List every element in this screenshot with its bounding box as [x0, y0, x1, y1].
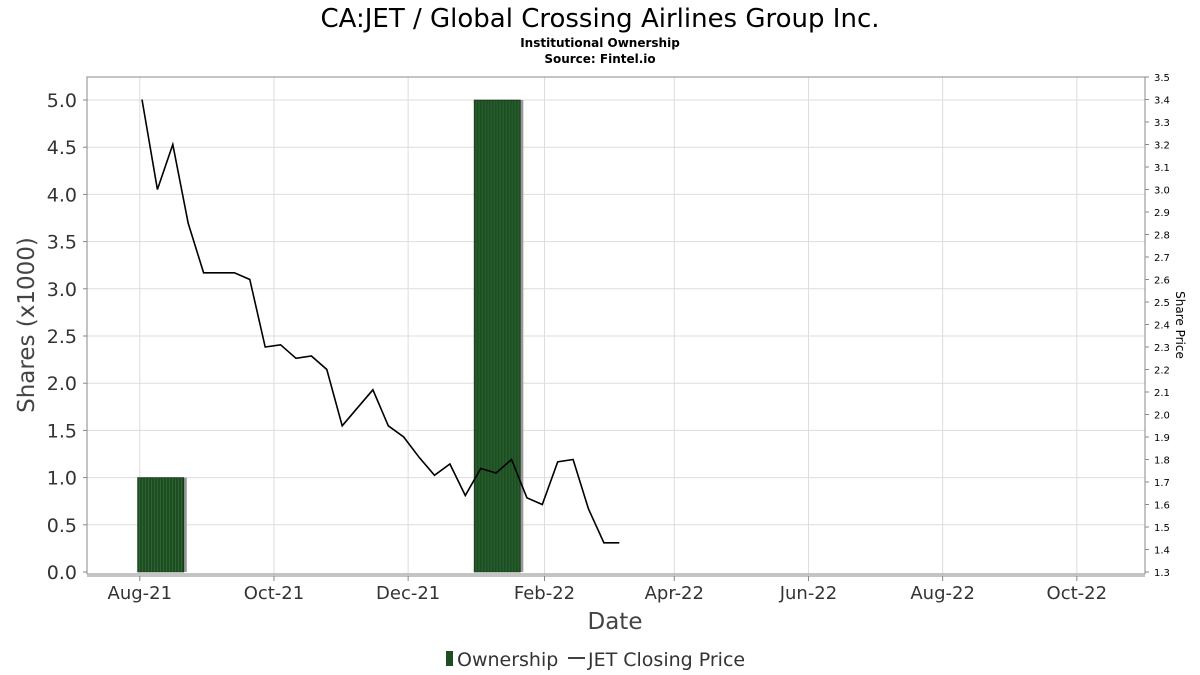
- y2-tick-label: 3.0: [1154, 186, 1170, 197]
- y2-tick-label: 1.8: [1154, 456, 1170, 467]
- y2-tick-label: 2.5: [1154, 298, 1170, 309]
- y2-tick-label: 2.2: [1154, 366, 1170, 377]
- x-tick-label: Apr-22: [645, 583, 704, 604]
- x-tick-label: Oct-21: [244, 583, 305, 604]
- y2-tick-label: 2.0: [1154, 411, 1170, 422]
- x-axis-label: Date: [588, 609, 643, 635]
- chart-subtitle-line-1: Institutional Ownership: [520, 36, 680, 50]
- x-tick-label: Aug-21: [108, 583, 173, 604]
- y-tick-label: 1.0: [47, 468, 77, 490]
- price-line-path: [141, 99, 620, 544]
- right-y-axis: 1.3 1.4 1.5 1.6 1.7 1.8 1.9 2.0 2.1 2.2 2.3 2.4 2.5 2…: [1145, 73, 1170, 579]
- y-tick-label: 2.0: [47, 373, 77, 395]
- y-axis-label: Shares (x1000): [14, 237, 40, 413]
- x-tick-label: Jun-22: [779, 583, 838, 604]
- y2-tick-label: 1.5: [1154, 523, 1170, 534]
- x-tick-label: Feb-22: [514, 583, 575, 604]
- y2-tick-label: 3.2: [1154, 141, 1170, 152]
- y-tick-label: 1.5: [47, 420, 77, 442]
- legend-ownership-swatch: [446, 651, 453, 666]
- y2-tick-label: 2.1: [1154, 388, 1170, 399]
- legend-price-label: JET Closing Price: [587, 649, 745, 671]
- y2-tick-label: 2.6: [1154, 276, 1170, 287]
- y-tick-label: 3.5: [47, 232, 77, 254]
- y-tick-label: 4.5: [47, 137, 77, 159]
- y-tick-label: 4.0: [47, 184, 77, 206]
- left-y-axis: 0.0 0.5 1.0 1.5 2.0 2.5 3.0 3.5 4.0 4.5 5.0: [47, 90, 87, 584]
- price-line: [141, 99, 620, 544]
- y-tick-label: 0.5: [47, 515, 77, 537]
- y2-tick-label: 2.8: [1154, 231, 1170, 242]
- x-axis: Aug-21 Oct-21 Dec-21 Feb-22 Apr-22 Jun-22 Aug-…: [108, 576, 1108, 604]
- y2-axis-label: Share Price: [1173, 291, 1187, 359]
- y2-tick-label: 1.9: [1154, 433, 1170, 444]
- y2-tick-label: 3.1: [1154, 163, 1170, 174]
- chart-subtitle-line-2: Source: Fintel.io: [544, 52, 655, 66]
- chart-title: CA:JET / Global Crossing Airlines Group …: [320, 4, 879, 34]
- y2-tick-label: 1.3: [1154, 568, 1170, 579]
- y-tick-label: 3.0: [47, 279, 77, 301]
- y-tick-label: 2.5: [47, 326, 77, 348]
- y2-tick-label: 2.7: [1154, 253, 1170, 264]
- x-tick-label: Oct-22: [1047, 583, 1108, 604]
- legend: Ownership JET Closing Price: [446, 649, 745, 671]
- y2-tick-label: 2.3: [1154, 343, 1170, 354]
- y2-tick-label: 1.4: [1154, 546, 1170, 557]
- y-tick-label: 5.0: [47, 90, 77, 112]
- y-tick-label: 0.0: [47, 562, 77, 584]
- y2-tick-label: 1.7: [1154, 478, 1170, 489]
- y2-tick-label: 1.6: [1154, 501, 1170, 512]
- plot-frame: [86, 76, 1146, 575]
- y2-tick-label: 2.4: [1154, 321, 1170, 332]
- x-tick-label: Aug-22: [910, 583, 975, 604]
- y2-tick-label: 3.5: [1154, 73, 1170, 84]
- y2-tick-label: 3.3: [1154, 118, 1170, 129]
- bars: [137, 99, 524, 573]
- legend-ownership-label: Ownership: [457, 649, 558, 671]
- y2-tick-label: 2.9: [1154, 208, 1170, 219]
- gridlines: [87, 77, 1145, 574]
- x-tick-label: Dec-21: [376, 583, 440, 604]
- y2-tick-label: 3.4: [1154, 96, 1170, 107]
